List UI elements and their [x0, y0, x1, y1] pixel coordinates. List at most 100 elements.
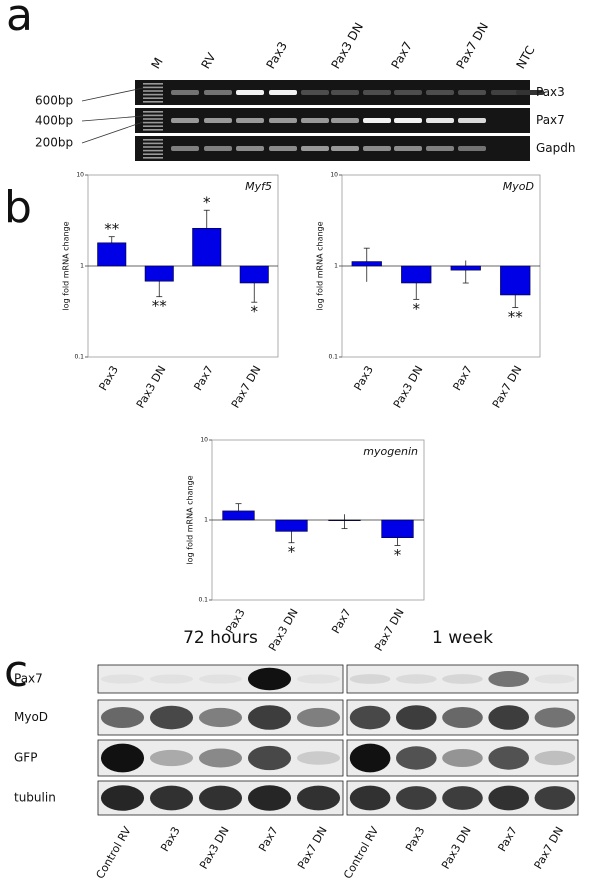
gel-band [394, 146, 422, 151]
bar [500, 265, 531, 296]
bar [328, 519, 361, 521]
lane-label: Pax7 DN [295, 825, 330, 872]
blot-band [198, 748, 243, 768]
gel-band [458, 146, 486, 151]
size-pointer [81, 87, 144, 102]
bar [222, 510, 255, 521]
ladder-band [143, 121, 163, 124]
ladder-band [143, 101, 163, 103]
bar [401, 265, 432, 284]
lane-label: NTC [514, 43, 538, 71]
significance: * [251, 303, 259, 321]
lane-label: Pax7 [256, 825, 280, 854]
y-tick-label: 10 [76, 172, 84, 179]
blot-band [442, 786, 483, 810]
y-axis-label: log fold mRNA change [62, 221, 71, 310]
blot-band [296, 751, 341, 765]
chart-title: MyoD [503, 180, 534, 193]
gel-band [363, 146, 391, 151]
blot-band [395, 746, 437, 770]
x-tick-label: Pax7 DN [229, 364, 264, 411]
ladder-band [143, 149, 163, 152]
gel-band [204, 90, 232, 95]
blot-band [488, 746, 530, 770]
ladder-band [143, 93, 163, 96]
lane-label: Pax3 [158, 825, 182, 854]
lane-label: Pax3 DN [329, 20, 367, 71]
significance: * [394, 546, 402, 564]
significance: * [413, 300, 421, 318]
gel-band [331, 146, 359, 151]
lane-label: Pax3 DN [197, 825, 232, 872]
blot-band [534, 786, 576, 810]
ladder-band [143, 157, 163, 159]
gel-band [301, 146, 329, 151]
blot-band [296, 674, 341, 684]
blot-band [488, 705, 530, 730]
bar [275, 519, 308, 532]
bar [381, 519, 414, 538]
x-tick-label: Pax7 DN [490, 364, 525, 411]
panel-label: a [6, 0, 33, 41]
significance: * [203, 194, 211, 212]
gel-band [426, 90, 454, 95]
column-header: 72 hours [183, 628, 258, 648]
ladder-band [143, 83, 163, 85]
blot-band [488, 785, 530, 811]
blot-band [100, 674, 145, 684]
ladder-band [143, 118, 163, 120]
blot-band [395, 705, 437, 730]
bar [192, 227, 222, 267]
blot-band [442, 749, 483, 767]
lane-label: Pax7 [389, 39, 416, 71]
blot-band [247, 667, 292, 691]
column-header: 1 week [432, 628, 493, 648]
blot-band [296, 707, 341, 728]
lane-label: Control RV [94, 824, 134, 881]
gel-band [458, 90, 486, 95]
gel-row-label: Gapdh [536, 141, 576, 155]
gel-band [204, 146, 232, 151]
lane-label: Pax3 [264, 39, 291, 71]
blot-row-label: Pax7 [14, 672, 43, 686]
significance: ** [104, 220, 120, 238]
x-tick-label: Pax3 DN [134, 364, 169, 411]
gel-band [236, 118, 264, 123]
gel-band [269, 118, 297, 123]
blot-band [149, 749, 194, 767]
blot-band [395, 674, 437, 684]
lane-label: RV [199, 50, 219, 71]
bar [239, 265, 269, 284]
gel-band [426, 118, 454, 123]
y-axis-label: log fold mRNA change [316, 221, 325, 310]
chart-title: Myf5 [245, 180, 272, 193]
size-label: 600bp [35, 94, 73, 108]
blot-band [349, 705, 391, 730]
blot-band [198, 674, 243, 684]
significance: ** [152, 297, 168, 315]
lane-label: M [149, 55, 166, 71]
gel-band [363, 90, 391, 95]
blot-band [247, 745, 292, 771]
blot-row-label: MyoD [14, 710, 48, 724]
blot-band [247, 785, 292, 811]
size-pointer [81, 121, 144, 144]
blot-band [395, 786, 437, 810]
blot-band [198, 707, 243, 728]
blot-band [349, 674, 391, 684]
x-tick-label: Pax7 [450, 364, 474, 393]
gel-band [301, 118, 329, 123]
gel-band [269, 146, 297, 151]
x-tick-label: Pax3 DN [266, 607, 301, 654]
panel-label: b [4, 182, 32, 233]
bar [351, 261, 382, 267]
blot-band [100, 785, 145, 811]
y-tick-label: 10 [330, 172, 338, 179]
blot-strip [97, 664, 344, 694]
blot-band [198, 785, 243, 811]
blot-band [296, 785, 341, 811]
size-label: 200bp [35, 136, 73, 150]
ladder-band [143, 97, 163, 99]
lane-label: Control RV [341, 824, 381, 881]
